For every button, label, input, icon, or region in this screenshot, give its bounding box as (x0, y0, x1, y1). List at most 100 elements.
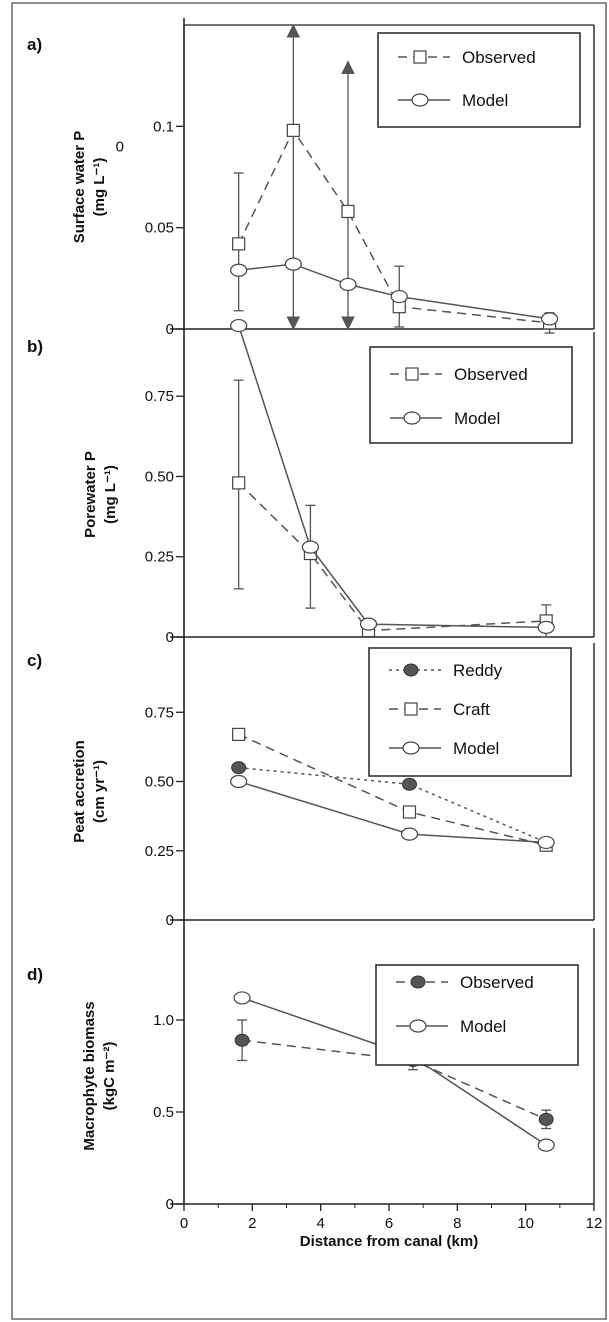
legend: Observed Model (375, 964, 579, 1066)
data-point (341, 204, 355, 219)
x-tick-label: 8 (453, 1215, 461, 1232)
y-axis-unit: (mg L⁻¹) (91, 158, 108, 217)
y-tick-label: 0 (166, 912, 174, 929)
chart-panel-4: d) Macrophyte biomass (kgC m⁻²) 0 0.5 1.0 0 2 4 6… (27, 928, 602, 1250)
data-point (359, 617, 378, 631)
data-point (538, 1112, 554, 1126)
data-point (402, 777, 417, 791)
y-tick-label: 0.75 (145, 388, 174, 405)
y-tick-label: 0 (166, 321, 174, 338)
figure-frame (11, 2, 607, 1320)
error-arrow-down (286, 316, 301, 331)
y-axis-unit: (cm yr⁻¹) (91, 760, 108, 823)
y-tick-label: 0.50 (145, 774, 174, 791)
legend: Observed Model (369, 346, 573, 444)
panel-label: a) (27, 35, 42, 54)
data-point (233, 991, 251, 1005)
panel-label: b) (27, 337, 43, 356)
legend-label: Observed (462, 48, 536, 67)
error-arrow-down (341, 316, 355, 331)
data-point (339, 277, 357, 292)
data-point (540, 312, 559, 326)
series-line (238, 128, 550, 324)
data-point (390, 289, 408, 304)
legend-marker (403, 663, 419, 677)
legend-box (368, 647, 572, 777)
legend-marker (410, 975, 426, 989)
legend-marker (402, 741, 420, 755)
y-tick-label: 0.25 (145, 843, 174, 860)
x-tick-label: 10 (517, 1215, 534, 1232)
y-tick-label: 0.05 (145, 220, 174, 237)
y-tick-label: 0.75 (145, 704, 174, 721)
legend-label: Model (462, 91, 508, 110)
y-tick-label: 0 (166, 1196, 174, 1213)
x-tick-label: 12 (586, 1215, 603, 1232)
data-point (402, 805, 417, 819)
series-model (230, 774, 555, 850)
legend-box (377, 32, 581, 128)
chart-panel-2: b) Porewater P (mg L⁻¹) 0 0.25 0.50 0.75 Observ… (27, 318, 595, 646)
data-point (400, 827, 419, 841)
legend-label: Model (454, 409, 500, 428)
data-point (301, 540, 320, 554)
x-tick-label: 6 (385, 1215, 393, 1232)
series-model (230, 318, 555, 634)
data-point (537, 835, 555, 850)
series-model (230, 257, 559, 326)
y-tick-label: 0.1 (153, 118, 174, 135)
y-axis-title: Peat accretion (71, 740, 88, 843)
series-line (237, 325, 547, 629)
data-point (230, 318, 248, 333)
legend-marker (404, 702, 418, 716)
data-point (230, 263, 248, 277)
chart-panel-3: c) Peat accretion (cm yr⁻¹) 0 0.25 0.50 0.75 Re… (27, 643, 595, 929)
data-point (537, 1138, 555, 1152)
legend-label: Observed (460, 973, 534, 992)
error-arrow-up (341, 60, 355, 74)
series-line (238, 482, 547, 632)
error-arrow-up (286, 23, 301, 38)
data-point (234, 1033, 250, 1047)
data-point (232, 237, 246, 251)
x-axis-title: Distance from canal (km) (300, 1233, 478, 1250)
legend-box (375, 964, 579, 1066)
x-tick-label: 4 (316, 1215, 324, 1232)
legend-label: Observed (454, 365, 528, 384)
y-tick-label: 0 (166, 629, 174, 646)
legend-label: Model (460, 1017, 506, 1036)
legend-label: Model (453, 739, 499, 758)
legend-marker (405, 367, 419, 381)
data-point (230, 774, 248, 789)
legend-box (369, 346, 573, 444)
data-point (286, 123, 300, 137)
data-point (231, 761, 247, 775)
y-axis-title: Macrophyte biomass (81, 1001, 98, 1150)
legend-label: Reddy (453, 661, 503, 680)
legend-label: Craft (453, 700, 490, 719)
y-tick-label: 0.25 (145, 549, 174, 566)
legend-marker (413, 50, 427, 64)
panel-label: d) (27, 965, 43, 984)
series-observed (232, 23, 557, 334)
y-tick-label: 1.0 (153, 1012, 174, 1029)
y-axis-unit: (kgC m⁻²) (101, 1042, 118, 1111)
y-axis-title: Surface water P (71, 131, 88, 244)
x-tick-label: 0 (180, 1215, 188, 1232)
x-tick-label: 2 (248, 1215, 256, 1232)
y-tick-label: 0 (116, 138, 124, 155)
y-tick-label: 0.5 (153, 1104, 174, 1121)
legend-marker (411, 93, 429, 107)
legend-marker (403, 411, 421, 425)
panel-label: c) (27, 651, 42, 670)
y-axis-title: Porewater P (82, 451, 99, 538)
y-tick-label: 0.50 (145, 468, 174, 485)
chart-panel-1: a) Surface water P (mg L⁻¹) 0 0.05 0.1 0 Observ… (27, 23, 595, 338)
data-point (232, 476, 246, 490)
data-point (284, 257, 302, 271)
series-line (238, 780, 547, 844)
data-point (232, 727, 246, 742)
y-axis-unit: (mg L⁻¹) (102, 465, 119, 524)
legend: Observed Model (377, 32, 581, 128)
